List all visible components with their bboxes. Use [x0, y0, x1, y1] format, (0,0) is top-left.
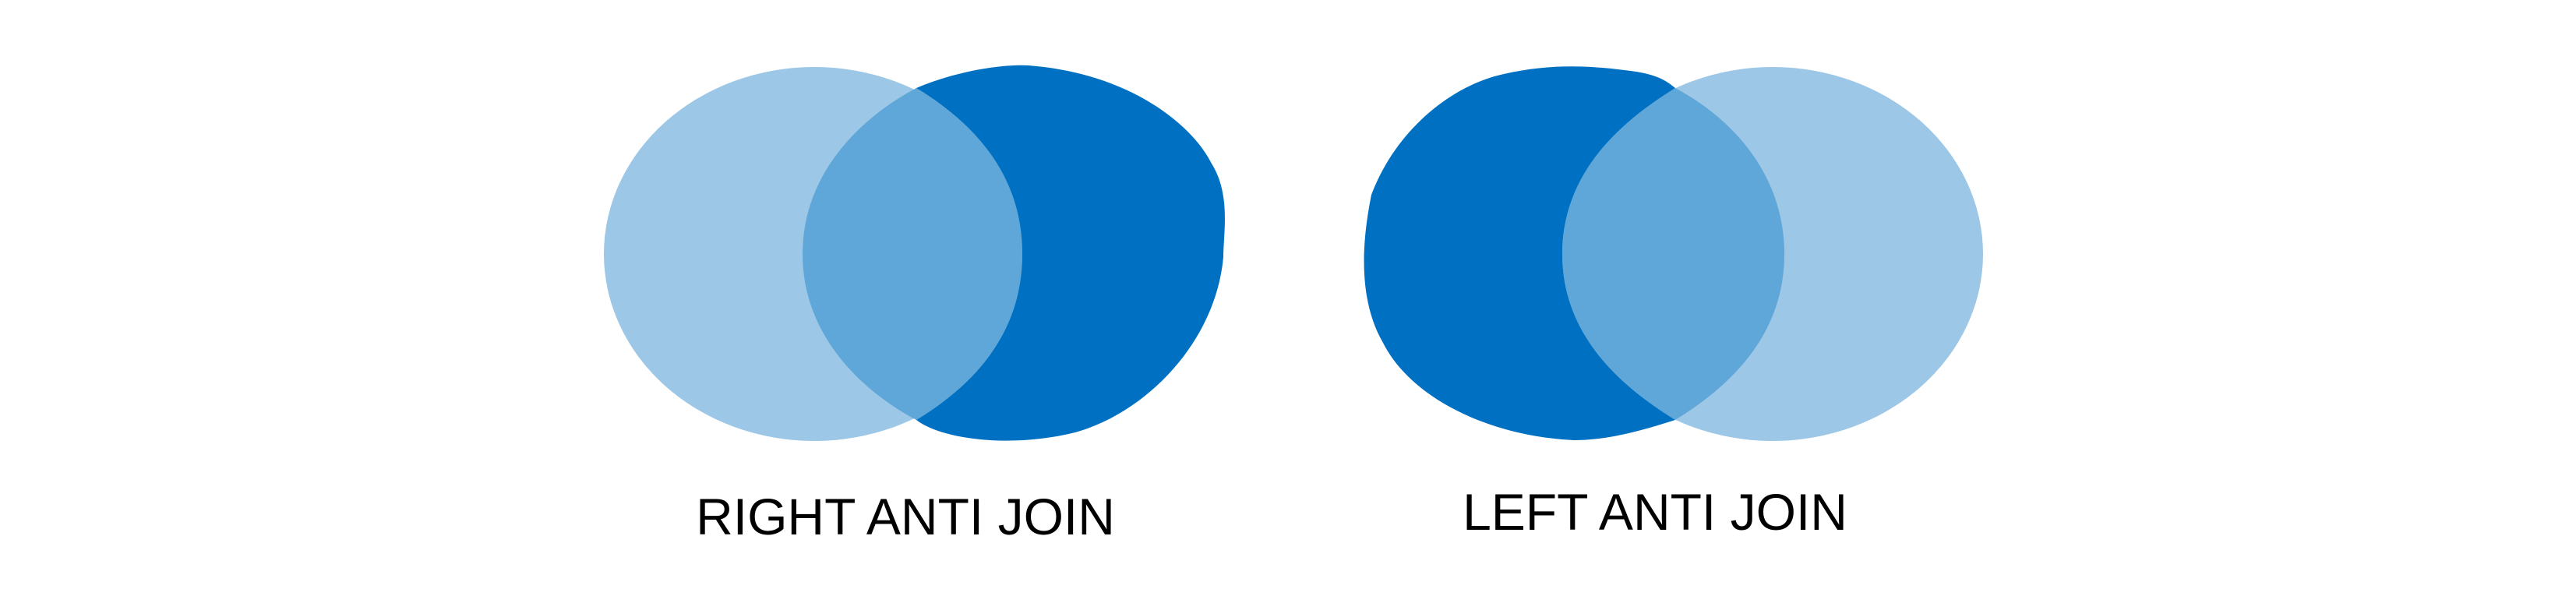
right-anti-join-right-only	[916, 65, 1225, 441]
left-anti-join-diagram: LEFT ANTI JOIN	[1364, 66, 1983, 541]
right-anti-join-intersection	[803, 88, 1022, 420]
right-anti-join-diagram: RIGHT ANTI JOIN	[604, 65, 1225, 545]
left-anti-join-intersection	[1562, 88, 1784, 420]
right-anti-join-label: RIGHT ANTI JOIN	[696, 488, 1115, 545]
left-anti-join-label: LEFT ANTI JOIN	[1463, 483, 1847, 541]
left-anti-join-left-only	[1364, 66, 1675, 441]
